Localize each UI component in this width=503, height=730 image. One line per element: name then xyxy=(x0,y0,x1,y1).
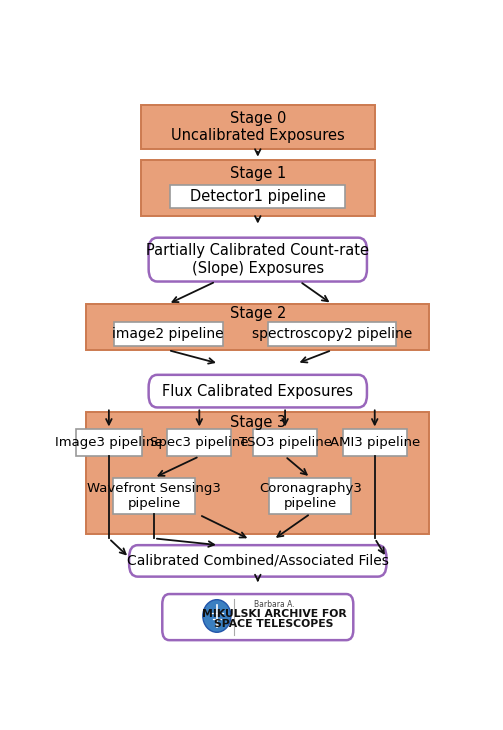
Text: Image3 pipeline: Image3 pipeline xyxy=(55,437,162,450)
FancyBboxPatch shape xyxy=(162,594,353,640)
Text: MIKULSKI ARCHIVE FOR: MIKULSKI ARCHIVE FOR xyxy=(202,609,347,619)
Text: TSO3 pipeline: TSO3 pipeline xyxy=(238,437,331,450)
Text: Coronagraphy3
pipeline: Coronagraphy3 pipeline xyxy=(259,482,362,510)
Text: Barbara A.: Barbara A. xyxy=(254,600,294,610)
FancyBboxPatch shape xyxy=(76,429,142,456)
FancyBboxPatch shape xyxy=(87,304,429,350)
FancyBboxPatch shape xyxy=(148,374,367,407)
Text: Stage 2: Stage 2 xyxy=(229,305,286,320)
FancyBboxPatch shape xyxy=(270,477,351,514)
FancyBboxPatch shape xyxy=(253,429,317,456)
FancyBboxPatch shape xyxy=(87,412,429,534)
Text: spectroscopy2 pipeline: spectroscopy2 pipeline xyxy=(252,327,412,341)
Text: Detector1 pipeline: Detector1 pipeline xyxy=(190,189,326,204)
Ellipse shape xyxy=(203,599,231,632)
FancyBboxPatch shape xyxy=(141,160,375,216)
FancyBboxPatch shape xyxy=(170,185,346,209)
FancyBboxPatch shape xyxy=(113,477,195,514)
Text: Wavefront Sensing3
pipeline: Wavefront Sensing3 pipeline xyxy=(87,482,221,510)
FancyBboxPatch shape xyxy=(167,429,231,456)
Text: Stage 3: Stage 3 xyxy=(230,415,286,430)
Text: Calibrated Combined/Associated Files: Calibrated Combined/Associated Files xyxy=(127,554,389,568)
FancyBboxPatch shape xyxy=(141,105,375,149)
Text: Flux Calibrated Exposures: Flux Calibrated Exposures xyxy=(162,384,353,399)
FancyBboxPatch shape xyxy=(148,238,367,282)
FancyBboxPatch shape xyxy=(114,322,223,345)
Text: Stage 1: Stage 1 xyxy=(230,166,286,180)
Text: AMI3 pipeline: AMI3 pipeline xyxy=(329,437,420,450)
Text: Spec3 pipeline: Spec3 pipeline xyxy=(150,437,248,450)
Text: SPACE TELESCOPES: SPACE TELESCOPES xyxy=(214,619,334,629)
FancyBboxPatch shape xyxy=(129,545,386,577)
Text: image2 pipeline: image2 pipeline xyxy=(112,327,224,341)
Text: Partially Calibrated Count-rate
(Slope) Exposures: Partially Calibrated Count-rate (Slope) … xyxy=(146,243,369,276)
Text: Stage 0
Uncalibrated Exposures: Stage 0 Uncalibrated Exposures xyxy=(171,111,345,143)
FancyBboxPatch shape xyxy=(343,429,407,456)
FancyBboxPatch shape xyxy=(268,322,396,345)
